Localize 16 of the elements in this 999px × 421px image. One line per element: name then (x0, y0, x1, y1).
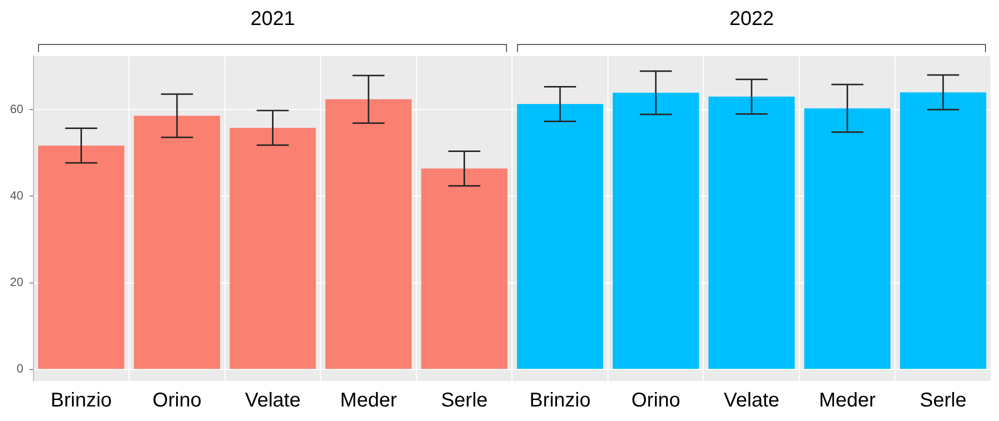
x-tick-label: Serle (920, 390, 966, 412)
x-tick-label: Velate (724, 390, 780, 412)
x-tick-label: Brinzio (529, 390, 591, 412)
x-tick-label: Orino (152, 390, 202, 412)
text: 2021 (250, 8, 295, 31)
x-tick-label: Orino (631, 390, 680, 412)
x-tick-label: Meder (819, 390, 876, 412)
y-tick-label: 20 (10, 275, 24, 290)
y-tick-label: 60 (10, 102, 24, 116)
x-tick-label: Serle (440, 390, 488, 412)
x-tick-label: Meder (340, 390, 398, 412)
y-tick-label: 40 (10, 188, 24, 203)
x-tick-label: Velate (244, 390, 301, 412)
y-tick-label: 0 (16, 362, 24, 376)
x-tick-label: Brinzio (50, 390, 112, 412)
text: 2022 (729, 8, 774, 31)
